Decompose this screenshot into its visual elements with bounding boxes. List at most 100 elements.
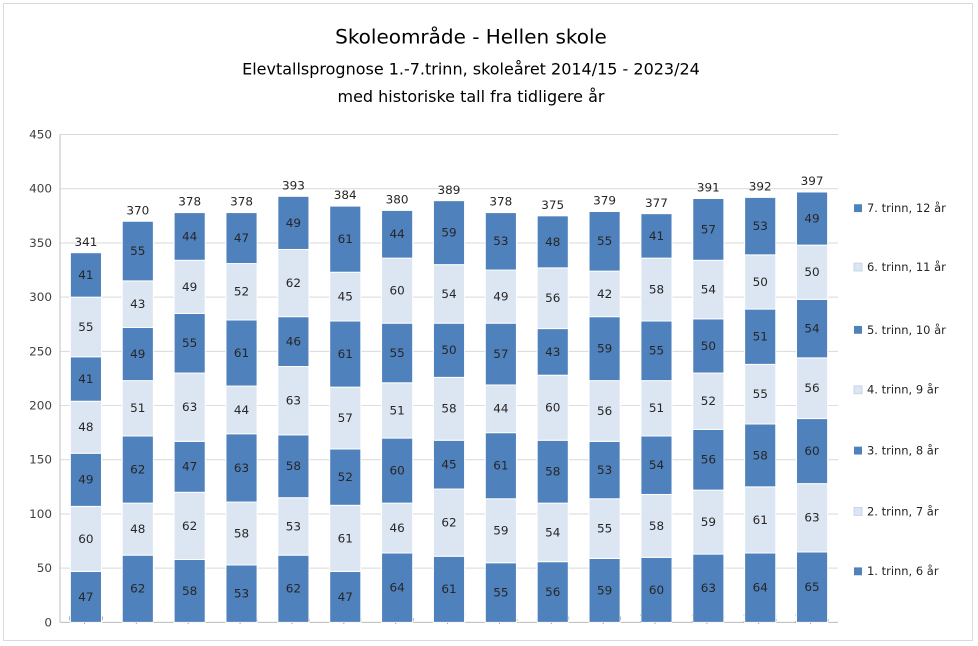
data-label: 60	[78, 532, 93, 546]
bar-segment	[796, 191, 829, 246]
data-label: 46	[390, 521, 405, 535]
bar-segment	[69, 296, 102, 358]
bar-segment	[381, 209, 414, 259]
y-tick-label: 100	[29, 507, 52, 521]
bar-segment	[796, 483, 829, 553]
data-label: 43	[130, 297, 145, 311]
y-tick-label: 300	[29, 290, 52, 304]
data-label: 47	[234, 231, 249, 245]
data-label: 56	[804, 381, 819, 395]
chart-frame: Skoleområde - Hellen skole Elevtallsprog…	[3, 3, 973, 641]
data-label: 46	[286, 335, 301, 349]
data-label: 58	[649, 519, 664, 533]
bar-segment	[692, 489, 725, 555]
chart-svg: Skoleområde - Hellen skole Elevtallsprog…	[29, 25, 946, 629]
y-tick-label: 250	[29, 344, 52, 358]
legend-swatch	[853, 507, 863, 516]
total-label: 378	[230, 195, 253, 209]
bar-segment	[69, 356, 102, 402]
bars-layer	[69, 191, 829, 623]
bar-segment	[121, 435, 154, 504]
data-label: 61	[234, 346, 249, 360]
data-label: 61	[338, 347, 353, 361]
total-label: 377	[645, 196, 668, 210]
data-label: 56	[545, 585, 560, 599]
bar-segment	[640, 556, 673, 623]
legend-swatch	[853, 262, 863, 272]
data-label: 51	[649, 401, 664, 415]
bar-segment	[484, 212, 517, 271]
data-label: 53	[597, 463, 612, 477]
data-label: 55	[182, 336, 197, 350]
data-label: 54	[545, 525, 560, 539]
data-label: 51	[390, 403, 405, 417]
data-label: 55	[597, 234, 612, 248]
data-label: 61	[338, 232, 353, 246]
data-label: 50	[701, 339, 716, 353]
legend-label: 4. trinn, 9 år	[867, 383, 939, 397]
legend-label: 7. trinn, 12 år	[867, 201, 946, 215]
data-label: 54	[441, 287, 456, 301]
data-label: 52	[234, 285, 249, 299]
bar-segment	[536, 439, 569, 504]
chart-subtitle: Elevtallsprognose 1.-7.trinn, skoleåret …	[242, 60, 700, 79]
data-label: 59	[701, 515, 716, 529]
bar-segment	[277, 366, 310, 436]
bar-segment	[225, 433, 258, 503]
bar-segment	[277, 497, 310, 556]
data-label: 60	[804, 444, 819, 458]
bar-segment	[536, 215, 569, 269]
bar-segment	[277, 248, 310, 318]
data-label: 56	[701, 453, 716, 467]
data-label: 55	[493, 586, 508, 600]
bar-segment	[640, 257, 673, 322]
legend: 7. trinn, 12 år 6. trinn, 11 år 5. trinn, …	[853, 201, 946, 578]
data-label: 44	[182, 229, 197, 243]
bar-segment	[225, 263, 258, 321]
data-label: 41	[649, 229, 664, 243]
data-label: 56	[597, 404, 612, 418]
data-label: 52	[701, 394, 716, 408]
bar-segment	[173, 312, 206, 374]
data-label: 53	[753, 219, 768, 233]
bar-segment	[484, 562, 517, 623]
bar-segment	[744, 486, 777, 554]
bar-segment	[329, 448, 362, 506]
data-label: 56	[545, 291, 560, 305]
bar-segment	[588, 211, 621, 272]
chart-title: Skoleområde - Hellen skole	[335, 25, 607, 48]
bar-segment	[588, 270, 621, 318]
data-label: 62	[441, 516, 456, 530]
chart-subtitle-2: med historiske tall fra tidligere år	[338, 87, 605, 106]
data-label: 48	[545, 235, 560, 249]
data-label: 63	[286, 394, 301, 408]
bar-segment	[329, 320, 362, 388]
data-label: 65	[804, 580, 819, 594]
data-label: 51	[753, 330, 768, 344]
bar-segment	[588, 557, 621, 623]
bar-segment	[588, 316, 621, 382]
data-label: 51	[130, 401, 145, 415]
data-label: 59	[493, 524, 508, 538]
bar-segment	[277, 195, 310, 250]
total-label: 389	[438, 183, 461, 197]
bar-segment	[432, 439, 466, 490]
data-label: 47	[338, 590, 353, 604]
bar-segment	[173, 212, 206, 261]
bar-segment	[121, 380, 154, 437]
data-label: 50	[441, 343, 456, 357]
bar-segment	[484, 384, 517, 434]
data-label: 55	[78, 320, 93, 334]
bar-segment	[121, 554, 154, 623]
bar-segment	[692, 259, 725, 320]
data-label: 62	[286, 582, 301, 596]
bar-segment	[692, 428, 725, 491]
data-label: 60	[390, 464, 405, 478]
data-label: 52	[338, 470, 353, 484]
data-label: 57	[701, 222, 716, 236]
bar-segment	[173, 559, 206, 623]
bar-segment	[69, 505, 102, 572]
data-label: 63	[701, 581, 716, 595]
total-label: 391	[697, 181, 720, 195]
data-label: 58	[649, 283, 664, 297]
